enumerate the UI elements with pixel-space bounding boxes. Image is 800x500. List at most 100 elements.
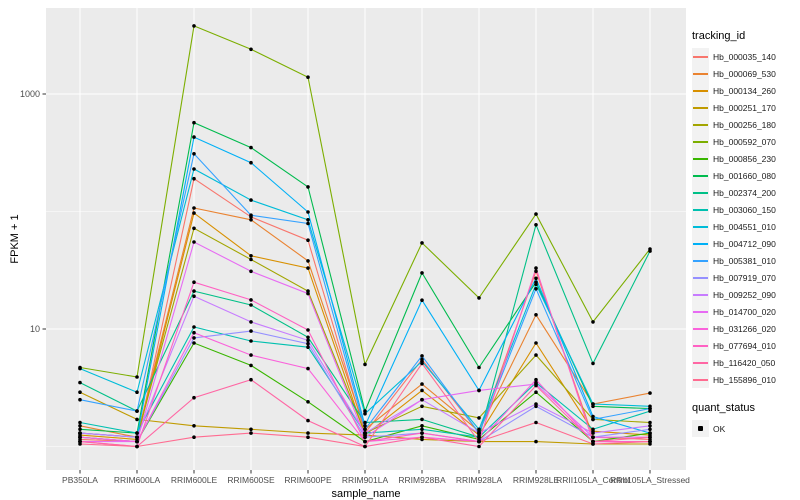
legend-item: Hb_007919_070 [692, 269, 798, 286]
data-point [477, 439, 481, 444]
data-point [648, 435, 652, 440]
data-point [420, 354, 424, 358]
legend-swatch-line [693, 158, 708, 160]
legend-item-label: Hb_014700_020 [713, 306, 776, 317]
legend-key [692, 218, 709, 235]
x-tick-label: RRIM901LA [342, 475, 389, 485]
data-point [192, 167, 196, 171]
data-point [249, 218, 253, 222]
data-point [534, 269, 538, 274]
legend-item-label: Hb_000256_180 [713, 119, 776, 130]
data-point [420, 298, 424, 303]
legend-swatch-line [693, 226, 708, 228]
data-point [78, 366, 82, 371]
y-tick-label: 10 [30, 324, 40, 334]
quant-legend-items: OK [692, 420, 798, 437]
data-point [306, 221, 310, 226]
legend-key [692, 133, 709, 150]
legend-item: Hb_002374_200 [692, 184, 798, 201]
data-point [78, 431, 82, 435]
data-point [249, 377, 253, 382]
data-point [420, 241, 424, 245]
legend-item: Hb_000256_180 [692, 116, 798, 133]
data-point [249, 431, 253, 435]
data-point [135, 444, 139, 449]
x-tick-label: RRIM600LE [171, 475, 218, 485]
data-point [363, 362, 367, 367]
legend-swatch-line [693, 192, 708, 194]
data-point [363, 411, 367, 416]
data-point [420, 397, 424, 402]
legend-item-label: Hb_000134_260 [713, 85, 776, 96]
legend-swatch-line [693, 260, 708, 262]
legend-item-label: Hb_001660_080 [713, 170, 776, 181]
legend-item-label: Hb_002374_200 [713, 187, 776, 198]
x-axis-title: sample_name [331, 488, 401, 500]
data-point [420, 435, 424, 440]
data-point [591, 431, 595, 435]
x-tick-label: RRII105LA_Control [556, 475, 630, 485]
legend-item: Hb_000592_070 [692, 133, 798, 150]
data-point [648, 391, 652, 395]
data-point [249, 339, 253, 343]
data-point [135, 439, 139, 444]
data-point [249, 198, 253, 202]
legend-item: Hb_009252_090 [692, 286, 798, 303]
data-point [192, 176, 196, 181]
data-point [249, 47, 253, 52]
legend-key [692, 269, 709, 286]
data-point [135, 435, 139, 440]
data-point [249, 298, 253, 302]
legend-item: Hb_014700_020 [692, 303, 798, 320]
data-point [420, 382, 424, 386]
data-point [306, 341, 310, 346]
y-axis-title: FPKM + 1 [9, 214, 21, 264]
data-point [192, 341, 196, 345]
ok-point-swatch [698, 426, 703, 431]
x-tick-label: RRIM600LA [114, 475, 161, 485]
legend-swatch-line [693, 243, 708, 245]
data-point [648, 420, 652, 425]
legend-item-label: Hb_003060_150 [713, 204, 776, 215]
data-point [306, 431, 310, 435]
legend-key [692, 201, 709, 218]
data-point [306, 366, 310, 371]
data-point [591, 417, 595, 422]
legend-key [692, 286, 709, 303]
legend-item-label: Hb_116420_050 [713, 357, 776, 368]
data-point [534, 383, 538, 388]
data-point [534, 377, 538, 382]
data-point [192, 325, 196, 329]
data-point [192, 206, 196, 210]
legend-item: Hb_005381_010 [692, 252, 798, 269]
data-point [78, 424, 82, 428]
legend-key [692, 167, 709, 184]
data-point [648, 427, 652, 432]
data-point [135, 409, 139, 413]
y-tick-label: 1000 [20, 89, 40, 99]
data-point [249, 254, 253, 258]
legend-swatch-line [693, 90, 708, 92]
legend-key [692, 65, 709, 82]
legend-item-label: Hb_000592_070 [713, 136, 776, 147]
data-point [420, 361, 424, 366]
data-point [192, 135, 196, 139]
legend-item-label: Hb_077694_010 [713, 340, 776, 351]
data-point [192, 280, 196, 285]
legend-key [692, 303, 709, 320]
data-point [477, 427, 481, 432]
data-point [78, 435, 82, 440]
x-tick-label: RRII105LA_Stressed [610, 475, 690, 485]
quant-legend-title: quant_status [692, 402, 755, 414]
legend-item-label: Hb_000069_530 [713, 68, 776, 79]
data-point [306, 328, 310, 332]
legend-swatch-line [693, 362, 708, 364]
legend-item-label: Hb_031266_020 [713, 323, 776, 334]
data-point [306, 335, 310, 340]
data-point [591, 361, 595, 366]
data-point [192, 336, 196, 340]
panel-background [46, 8, 686, 470]
data-point [363, 424, 367, 428]
legend-key [692, 150, 709, 167]
data-point [534, 402, 538, 406]
